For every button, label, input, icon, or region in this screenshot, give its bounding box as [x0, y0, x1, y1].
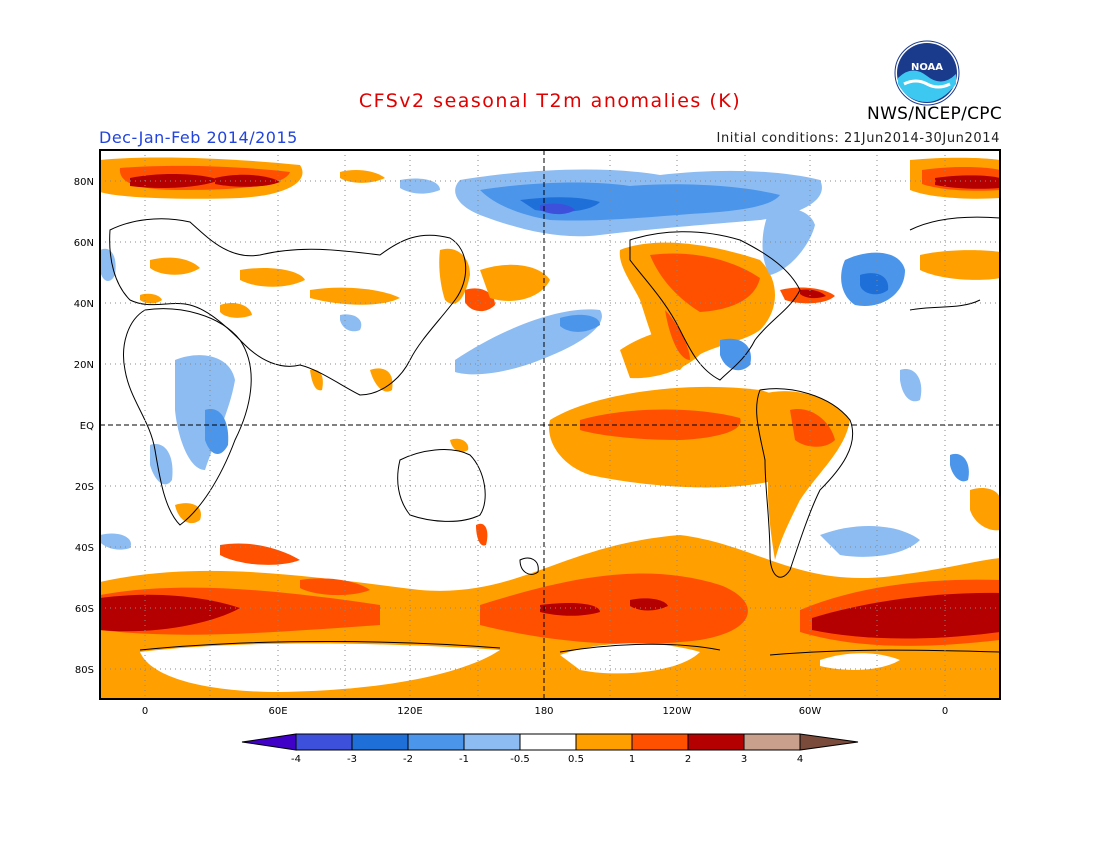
lon-label: 0 [942, 706, 948, 717]
lat-label: 40S [75, 543, 94, 554]
legend-tick-label: -4 [291, 754, 301, 765]
legend-swatch [687, 733, 745, 751]
chart-title: CFSv2 seasonal T2m anomalies (K) [358, 90, 742, 112]
legend-swatch [743, 733, 801, 751]
lat-label: 60N [74, 238, 94, 249]
legend-swatch [295, 733, 353, 751]
season-label: Dec-Jan-Feb 2014/2015 [99, 128, 298, 147]
longitude-labels: 0 60E 120E 180 120W 60W 0 [142, 706, 948, 717]
legend-swatch [351, 733, 409, 751]
eurasia-warm-patches [140, 248, 1000, 546]
lon-label: 120E [397, 706, 422, 717]
lon-label: 180 [534, 706, 553, 717]
legend-tick-label: 2 [685, 754, 691, 765]
lon-label: 60E [268, 706, 287, 717]
legend-tick-label: 3 [741, 754, 747, 765]
legend-tick-label: 4 [797, 754, 803, 765]
legend-swatch [407, 733, 465, 751]
initial-conditions-label: Initial conditions: 21Jun2014-30Jun2014 [716, 131, 1000, 146]
lat-label: 80S [75, 665, 94, 676]
legend-tick-label: -3 [347, 754, 357, 765]
noaa-logo-icon: NOAA [894, 40, 960, 106]
legend-min-arrow [241, 733, 297, 751]
svg-text:NOAA: NOAA [911, 62, 943, 73]
lat-label: 20S [75, 482, 94, 493]
organization-label: NWS/NCEP/CPC [867, 104, 1002, 124]
cool-anomalies [100, 169, 969, 557]
lon-label: 0 [142, 706, 148, 717]
lat-label: EQ [80, 421, 94, 432]
lat-label: 40N [74, 299, 94, 310]
lon-label: 60W [799, 706, 822, 717]
legend-tick-label: -0.5 [510, 754, 530, 765]
color-legend: -4 -3 -2 -1 -0.5 0.5 1 2 3 4 [241, 733, 859, 765]
legend-tick-label: 1 [629, 754, 635, 765]
legend-swatch [575, 733, 633, 751]
plot-frame [99, 149, 1001, 700]
lat-label: 60S [75, 604, 94, 615]
legend-swatch [631, 733, 689, 751]
lat-label: 80N [74, 177, 94, 188]
south-america-warm [758, 391, 850, 560]
coastlines [109, 216, 1000, 656]
lat-label: 20N [74, 360, 94, 371]
legend-swatch [519, 733, 577, 751]
legend-swatch [463, 733, 521, 751]
legend-tick-label: -1 [459, 754, 469, 765]
reference-lines [100, 150, 1000, 699]
north-america-warm [619, 242, 835, 370]
lon-label: 120W [663, 706, 692, 717]
arctic-warm [100, 157, 1000, 199]
grid-lines [100, 150, 1000, 699]
legend-tick-label: -2 [403, 754, 413, 765]
latitude-labels: 80N 60N 40N 20N EQ 20S 40S 60S 80S [74, 177, 94, 676]
legend-max-arrow [799, 733, 859, 751]
legend-tick-label: 0.5 [568, 754, 584, 765]
